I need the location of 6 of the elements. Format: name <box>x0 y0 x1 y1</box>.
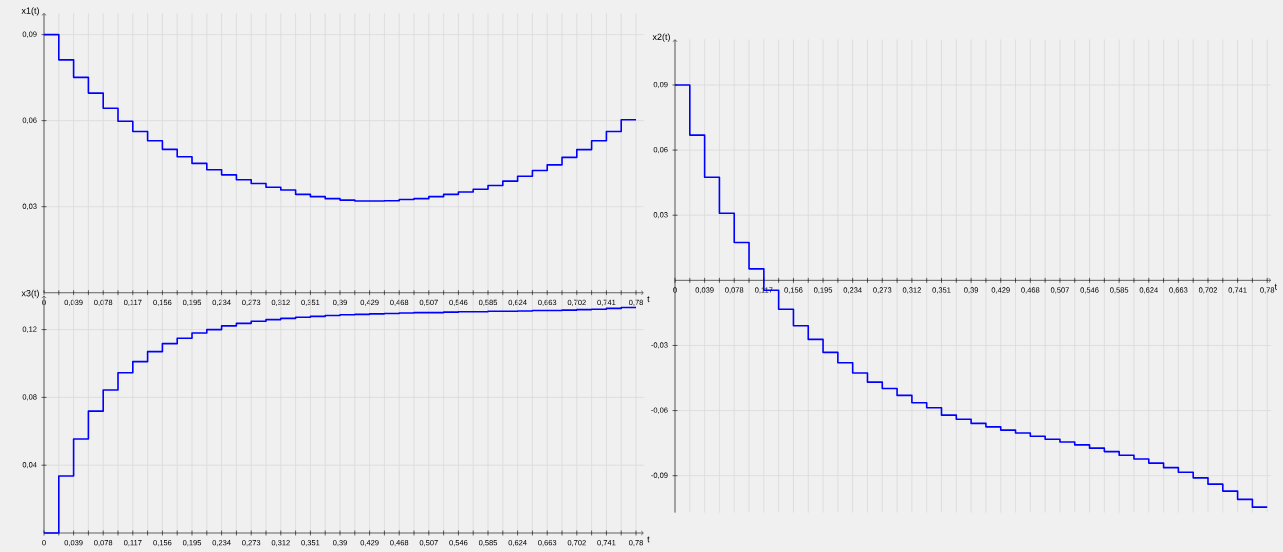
x-axis-title: t <box>647 536 650 543</box>
y-axis-title: x2(t) <box>652 33 670 42</box>
x-axis-title: t <box>647 296 650 303</box>
y-axis-title: x3(t) <box>21 289 39 299</box>
x-axis-title: t <box>1274 283 1277 290</box>
y-axis-title: x1(t) <box>21 7 39 16</box>
